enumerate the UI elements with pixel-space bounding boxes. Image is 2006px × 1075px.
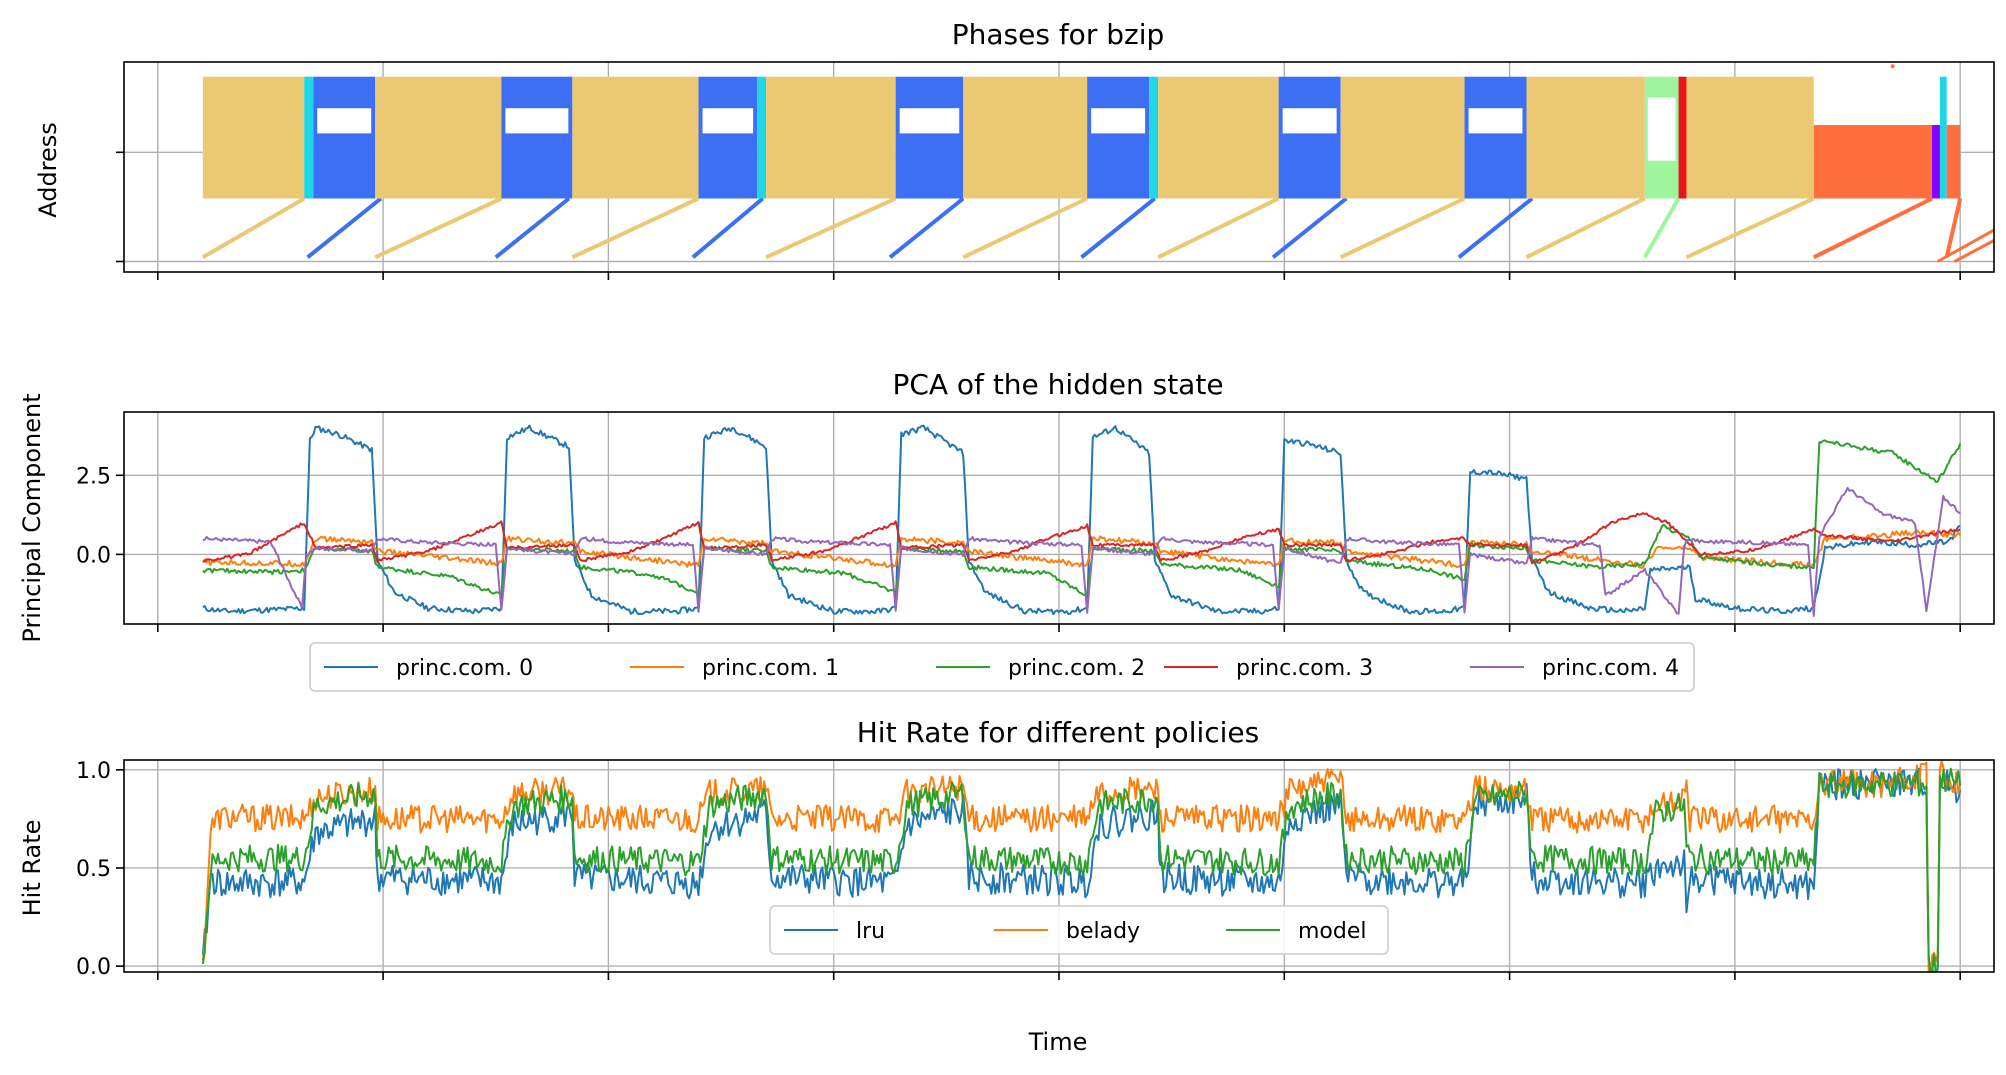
phase-band-gap xyxy=(1091,108,1146,134)
hitrate-plot-area: 0.0 0.5 1.0 xyxy=(76,759,1995,980)
address-streak xyxy=(494,196,571,259)
address-streak xyxy=(374,196,503,260)
phase-band-orange xyxy=(1813,125,1933,199)
series-line-princ-com-2 xyxy=(202,439,1962,597)
legend-label: belady xyxy=(1066,919,1140,944)
address-point xyxy=(1890,64,1895,69)
address-streak xyxy=(1953,239,1994,263)
address-streak xyxy=(1936,228,1994,263)
series-line-model xyxy=(201,767,1962,972)
phase-band-main xyxy=(202,76,305,199)
phase-band-loop xyxy=(1087,76,1150,199)
hitrate-legend: lru belady model xyxy=(769,905,1389,955)
hitrate-ylabel: Hit Rate xyxy=(18,820,46,917)
address-streak xyxy=(1339,196,1466,260)
phase-band-gap xyxy=(702,108,754,134)
series-line-princ-com-0 xyxy=(202,424,1961,616)
address-streak xyxy=(571,196,700,260)
phase-band-loop xyxy=(501,76,573,199)
phase-band-gap xyxy=(1468,108,1523,134)
legend-frame xyxy=(309,642,1695,692)
address-streak xyxy=(1812,196,1933,260)
phase-band-main xyxy=(1526,76,1645,199)
phases-panel: Phases for bzip Address xyxy=(34,18,1995,280)
phase-band-loop xyxy=(1278,76,1341,199)
legend-label: princ.com. 1 xyxy=(702,656,839,681)
phase-band-main xyxy=(766,76,896,199)
series-line-princ-com-3 xyxy=(202,512,1961,565)
phase-band-main xyxy=(1686,76,1814,199)
address-streak xyxy=(1271,196,1348,259)
phase-band-gap xyxy=(1647,97,1676,161)
hitrate-panel: Hit Rate for different policies Hit Rate… xyxy=(18,716,1995,980)
y-tick-label: 0.0 xyxy=(76,543,111,568)
legend-label: princ.com. 2 xyxy=(1008,656,1145,681)
phase-band-marker xyxy=(1149,76,1159,199)
phase-band-gap xyxy=(317,108,372,134)
legend-label: princ.com. 4 xyxy=(1542,656,1679,681)
phase-band-loop xyxy=(1464,76,1527,199)
address-streak xyxy=(1944,198,1963,258)
hitrate-title: Hit Rate for different policies xyxy=(857,716,1260,749)
pca-ylabel: Principal Component xyxy=(18,393,46,642)
pca-legend: princ.com. 0 princ.com. 1 princ.com. 2 prin… xyxy=(309,642,1695,692)
legend-frame xyxy=(769,905,1389,955)
address-streak xyxy=(888,196,965,259)
address-streak xyxy=(962,196,1089,260)
address-streak xyxy=(1685,196,1815,260)
phase-band-marker xyxy=(304,76,314,199)
phase-band-marker xyxy=(1939,76,1947,199)
pca-title: PCA of the hidden state xyxy=(892,368,1223,401)
phase-band-main xyxy=(963,76,1088,199)
phase-band-red xyxy=(1678,76,1687,199)
phase-band-gap xyxy=(1282,108,1337,134)
address-streak xyxy=(1643,197,1681,259)
phase-band-orange xyxy=(1946,125,1961,199)
address-streak xyxy=(1457,196,1534,259)
phase-band-main xyxy=(1340,76,1465,199)
plot-content xyxy=(201,64,1994,263)
address-streak xyxy=(201,196,306,260)
pca-panel: PCA of the hidden state Principal Compon… xyxy=(18,368,1995,692)
figure-xlabel: Time xyxy=(1028,1028,1088,1056)
legend-label: princ.com. 3 xyxy=(1236,656,1373,681)
phase-band-marker xyxy=(757,76,767,199)
plot-content xyxy=(201,760,1962,972)
y-tick-label: 0.5 xyxy=(76,857,111,882)
series-line-princ-com-1 xyxy=(202,529,1962,569)
legend-label: lru xyxy=(856,919,885,944)
phase-band-violet xyxy=(1932,125,1940,199)
series-line-princ-com-4 xyxy=(202,486,1961,617)
series-line-belady xyxy=(201,760,1962,972)
phase-band-loop xyxy=(895,76,964,199)
legend-label: princ.com. 0 xyxy=(396,656,533,681)
address-streak xyxy=(691,196,765,259)
y-tick-label: 0.0 xyxy=(76,955,111,980)
phase-band-gap xyxy=(899,108,960,134)
y-tick-label: 1.0 xyxy=(76,759,111,784)
phases-title: Phases for bzip xyxy=(952,18,1165,51)
y-tick-label: 2.5 xyxy=(76,464,111,489)
pca-plot-area: 0.0 2.5 xyxy=(76,411,1995,632)
phase-band-main xyxy=(375,76,502,199)
phase-band-loop xyxy=(313,76,376,199)
phase-band-loop xyxy=(698,76,758,199)
address-streak xyxy=(1525,196,1646,260)
plot-content xyxy=(202,424,1962,617)
phases-ylabel: Address xyxy=(34,122,62,218)
phase-band-main xyxy=(572,76,699,199)
phase-band-gap xyxy=(505,108,569,134)
address-streak xyxy=(1157,196,1280,260)
phases-plot-area xyxy=(116,61,1995,280)
address-streak xyxy=(765,196,897,260)
phase-band-main xyxy=(1158,76,1279,199)
address-streak xyxy=(306,196,383,259)
legend-label: model xyxy=(1298,919,1367,944)
address-streak xyxy=(1080,196,1157,259)
